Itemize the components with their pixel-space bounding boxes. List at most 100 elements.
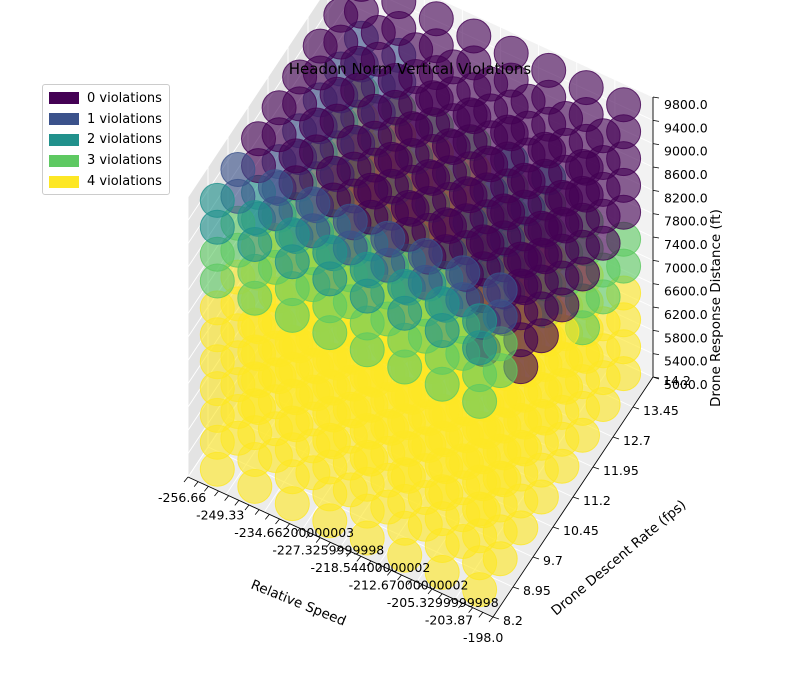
data-point-1-violations xyxy=(332,203,368,239)
y-axis-tick xyxy=(552,526,560,530)
data-point-0-violations xyxy=(390,190,426,225)
z-tick-label: 7400.0 xyxy=(664,237,708,252)
data-point-0-violations xyxy=(507,162,542,198)
x-tick-label: -205.3299999998 xyxy=(387,595,499,610)
z-axis-label: Drone Response Distance (ft) xyxy=(708,209,724,407)
data-point-0-violations xyxy=(432,128,467,164)
data-point-0-violations xyxy=(448,176,484,212)
z-axis-tick xyxy=(652,143,660,146)
x-tick-label: -198.0 xyxy=(463,630,503,645)
data-point-2-violations xyxy=(312,234,348,270)
z-tick-label: 8200.0 xyxy=(664,190,708,205)
legend-item-0: 0 violations xyxy=(49,88,162,109)
x-axis-tick xyxy=(326,542,331,548)
z-axis-tick xyxy=(652,353,660,356)
x-axis-tick xyxy=(397,574,402,581)
y-tick-label: 13.45 xyxy=(643,403,679,418)
legend-item-3: 3 violations xyxy=(49,150,162,171)
data-point-0-violations xyxy=(302,28,338,64)
data-point-0-violations xyxy=(606,87,642,123)
data-point-0-violations xyxy=(278,138,314,174)
x-axis-tick xyxy=(346,551,351,557)
data-point-2-violations xyxy=(237,200,273,236)
data-point-0-violations xyxy=(527,131,563,167)
x-tick-label: -212.67000000002 xyxy=(349,578,469,593)
x-axis-tick xyxy=(183,476,189,483)
data-point-2-violations xyxy=(274,217,310,253)
legend-label-2: 2 violations xyxy=(87,132,162,148)
data-point-0-violations xyxy=(241,121,276,157)
data-point-0-violations xyxy=(486,193,522,229)
grid-line-z xyxy=(187,0,654,198)
data-point-0-violations xyxy=(548,101,584,136)
legend-item-4: 4 violations xyxy=(49,171,162,192)
data-point-0-violations xyxy=(510,83,546,119)
z-tick-label: 6200.0 xyxy=(664,307,708,322)
x-axis-tick xyxy=(204,486,209,492)
data-point-0-violations xyxy=(415,80,451,116)
data-point-0-violations xyxy=(435,49,471,85)
x-axis-tick xyxy=(458,602,463,609)
x-axis-tick xyxy=(366,560,372,567)
x-axis-tick xyxy=(417,584,423,590)
data-point-2-violations xyxy=(462,303,498,339)
x-tick-label: -234.66200000003 xyxy=(234,525,354,540)
x-axis-tick xyxy=(244,504,250,511)
z-axis-tick xyxy=(652,236,660,239)
y-tick-label: 12.7 xyxy=(623,433,651,448)
chart-title: Headon Norm Vertical Violations xyxy=(288,60,532,78)
data-point-0-violations xyxy=(377,63,413,98)
data-point-2-violations xyxy=(424,286,460,322)
x-axis-tick xyxy=(224,495,229,501)
x-axis-tick xyxy=(315,537,321,543)
y-tick-label: 14.2 xyxy=(663,373,691,388)
legend-label-4: 4 violations xyxy=(87,174,162,190)
z-axis-tick xyxy=(652,329,660,332)
data-point-1-violations xyxy=(407,238,443,273)
data-point-2-violations xyxy=(387,268,423,304)
data-point-2-violations xyxy=(349,251,385,287)
data-point-0-violations xyxy=(261,90,297,126)
x-axis-tick xyxy=(356,556,362,562)
z-tick-label: 7800.0 xyxy=(664,214,708,229)
data-point-0-violations xyxy=(282,59,318,95)
x-axis-tick xyxy=(285,523,290,529)
x-tick-label: -249.33 xyxy=(196,508,244,523)
y-axis-tick xyxy=(612,436,620,440)
data-point-1-violations xyxy=(445,255,481,291)
z-axis-tick xyxy=(652,119,660,122)
x-axis-tick xyxy=(478,612,484,618)
y-tick-label: 11.2 xyxy=(583,493,611,508)
z-tick-label: 5000.0 xyxy=(664,377,708,392)
data-point-0-violations xyxy=(469,145,505,181)
data-point-0-violations xyxy=(398,32,434,68)
data-point-0-violations xyxy=(323,0,359,33)
data-point-0-violations xyxy=(411,159,447,195)
z-tick-label: 9800.0 xyxy=(664,97,708,112)
legend-item-1: 1 violations xyxy=(49,109,162,130)
z-tick-label: 7000.0 xyxy=(664,260,708,275)
legend-item-2: 2 violations xyxy=(49,130,162,151)
x-axis-tick xyxy=(376,565,382,571)
data-point-0-violations xyxy=(319,76,355,112)
x-axis-tick xyxy=(193,481,199,487)
y-tick-label: 8.95 xyxy=(523,583,551,598)
data-point-0-violations xyxy=(531,52,567,88)
legend-label-3: 3 violations xyxy=(87,153,162,169)
x-axis-tick xyxy=(234,500,240,506)
x-axis-tick xyxy=(214,490,219,497)
data-point-0-violations xyxy=(336,124,372,160)
y-axis-tick xyxy=(592,466,600,470)
data-point-0-violations xyxy=(568,70,604,106)
x-axis-tick xyxy=(254,509,260,515)
y-tick-label: 9.7 xyxy=(543,553,563,568)
legend-label-0: 0 violations xyxy=(87,90,162,106)
scatter-markers xyxy=(199,0,642,608)
z-axis-tick xyxy=(652,166,660,169)
data-point-0-violations xyxy=(565,149,600,184)
data-point-0-violations xyxy=(357,93,393,129)
z-tick-label: 6600.0 xyxy=(664,284,708,299)
x-axis-tick xyxy=(437,593,443,599)
